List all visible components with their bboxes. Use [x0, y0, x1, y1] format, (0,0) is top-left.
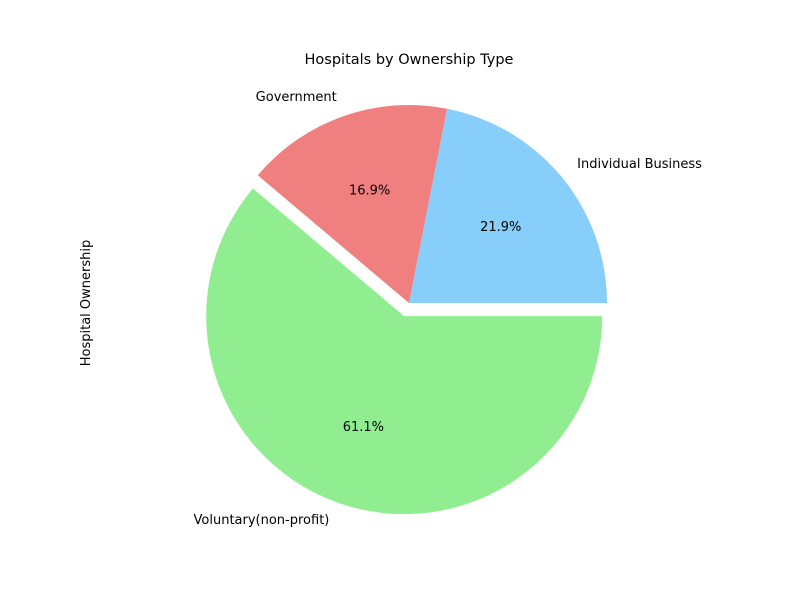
pie-category-label: Government	[256, 90, 337, 105]
chart-title: Hospitals by Ownership Type	[305, 52, 514, 68]
y-axis-label: Hospital Ownership	[79, 240, 94, 367]
pie-slice-voluntary-non-profit	[206, 188, 603, 515]
pie-pct-label: 16.9%	[349, 183, 390, 198]
pie-slice-government	[257, 105, 448, 303]
pie-slices	[206, 105, 607, 515]
pie-category-label: Individual Business	[577, 157, 702, 172]
pie-category-label: Voluntary(non-profit)	[194, 513, 330, 528]
pie-pct-label: 61.1%	[343, 420, 384, 435]
pie-labels: 21.9% Individual Business 16.9% Government 6…	[194, 90, 703, 528]
pie-pct-label: 21.9%	[480, 220, 521, 235]
pie-slice-individual-business	[409, 108, 607, 304]
